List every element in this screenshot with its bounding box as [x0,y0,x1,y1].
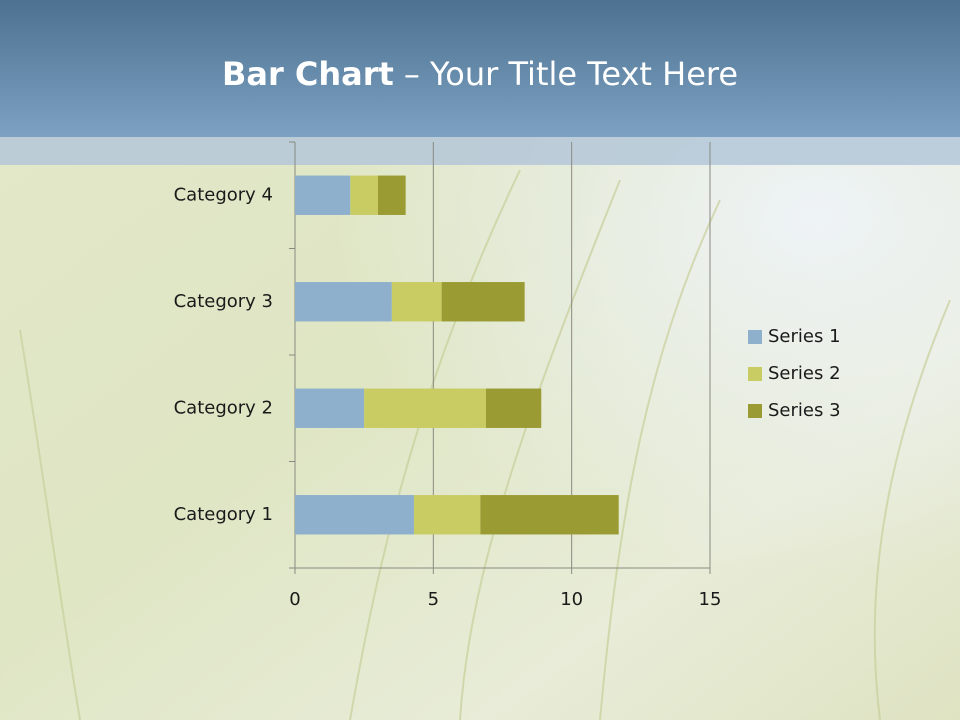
bar-segment [391,282,442,322]
bar-segment [295,495,414,535]
legend-swatch [748,330,762,344]
title-band [0,0,960,137]
bar-segment [413,495,481,535]
bar-segment [350,175,378,215]
title-rest: – Your Title Text Here [404,55,738,93]
bar-segment [295,175,351,215]
legend-label: Series 2 [768,363,841,384]
y-tick-label: Category 4 [174,184,273,205]
chart-title: Bar Chart – Your Title Text Here [222,55,738,93]
legend-label: Series 3 [768,400,841,421]
legend-swatch [748,367,762,381]
bar-segment [441,282,525,322]
x-tick-label: 15 [699,589,722,610]
y-tick-label: Category 2 [174,397,273,418]
title-band-strip [0,137,960,165]
y-tick-label: Category 1 [174,504,273,525]
bar-segment [378,175,406,215]
legend-label: Series 1 [768,326,841,347]
title-bold: Bar Chart [222,55,394,93]
bar-segment [485,388,542,428]
bar-segment [480,495,619,535]
x-tick-label: 5 [428,589,439,610]
y-tick-label: Category 3 [174,291,273,312]
x-tick-label: 0 [289,589,300,610]
bar-segment [295,282,392,322]
legend-swatch [748,404,762,418]
wheat-decoration [19,169,951,720]
bar-segment [295,388,365,428]
x-tick-label: 10 [560,589,583,610]
bar-segment [364,388,486,428]
